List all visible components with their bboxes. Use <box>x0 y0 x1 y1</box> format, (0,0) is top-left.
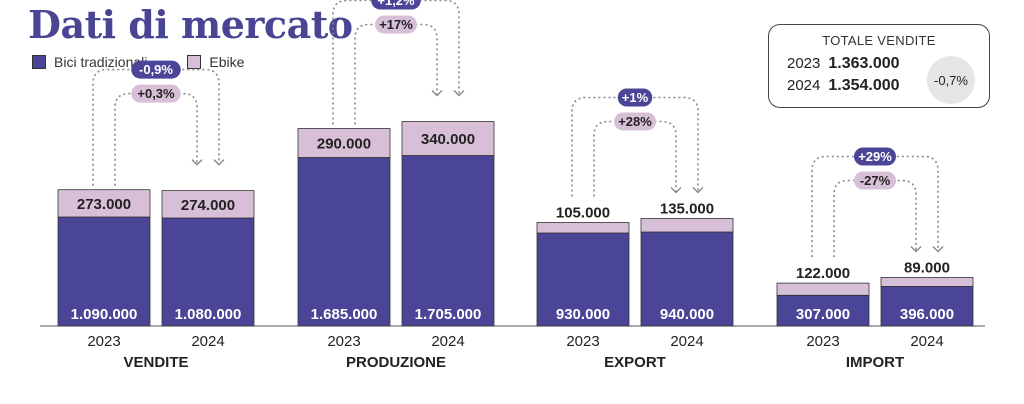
group-label: PRODUZIONE <box>346 354 446 371</box>
bar-ebike <box>57 189 151 218</box>
change-total-text: +1% <box>622 90 649 105</box>
change-arc-ebike <box>354 23 438 125</box>
legend-swatch-traditional <box>32 55 46 69</box>
x-tick-label: 2023 <box>566 333 599 350</box>
group-label: EXPORT <box>604 354 666 371</box>
change-arc-ebike <box>593 120 677 197</box>
bar-ebike <box>161 190 255 219</box>
bar-traditional <box>57 216 151 327</box>
legend-swatch-ebike <box>187 55 202 69</box>
x-tick-label: 2024 <box>191 333 224 350</box>
bar-traditional <box>297 157 391 327</box>
totale-title: TOTALE VENDITE <box>822 33 936 48</box>
bar-value-traditional: 1.685.000 <box>311 306 378 323</box>
bar-value-ebike: 273.000 <box>77 196 131 213</box>
totale-row-2024: 2024 1.354.000 <box>787 77 900 95</box>
bar-value-traditional: 396.000 <box>900 306 954 323</box>
bar-value-ebike: 122.000 <box>796 265 850 282</box>
change-ebike-pill <box>131 84 181 103</box>
bar-value-ebike: 274.000 <box>181 197 235 214</box>
totale-year: 2023 <box>787 55 821 72</box>
bar-traditional <box>776 294 870 327</box>
change-arc-total-arrowhead <box>692 187 704 194</box>
bar-value-ebike: 135.000 <box>660 201 714 218</box>
bar-ebike <box>297 128 391 158</box>
change-total-pill <box>617 88 653 107</box>
totale-row-2023: 2023 1.363.000 <box>787 55 900 73</box>
change-total-text: +29% <box>858 149 892 164</box>
bar-value-ebike: 340.000 <box>421 131 475 148</box>
change-ebike-text: +17% <box>379 17 413 32</box>
change-arc-total-arrowhead <box>453 90 465 97</box>
x-tick-label: 2023 <box>806 333 839 350</box>
legend-label-ebike: Ebike <box>209 54 245 70</box>
bar-ebike <box>536 222 630 234</box>
change-arc-ebike-arrowhead <box>431 90 443 97</box>
totale-value: 1.363.000 <box>828 55 900 72</box>
bar-ebike <box>401 121 495 156</box>
totale-value: 1.354.000 <box>828 77 900 94</box>
change-arc-total-arrowhead <box>932 246 944 253</box>
legend: Bici tradizionali Ebike <box>32 54 284 70</box>
change-ebike-text: +28% <box>618 114 652 129</box>
totale-vendite-box: TOTALE VENDITE 2023 1.363.000 2024 1.354.0… <box>768 24 990 108</box>
change-total-text: +1,2% <box>377 0 415 8</box>
page-title: Dati di mercato <box>28 2 353 47</box>
legend-label-traditional: Bici tradizionali <box>54 54 148 70</box>
group-label: IMPORT <box>846 354 904 371</box>
bar-traditional <box>401 155 495 327</box>
bar-value-traditional: 1.705.000 <box>415 306 482 323</box>
x-tick-label: 2024 <box>431 333 464 350</box>
bar-traditional <box>161 217 255 327</box>
change-ebike-pill <box>854 171 896 190</box>
bar-ebike <box>880 277 974 287</box>
change-arc-ebike-arrowhead <box>910 246 922 253</box>
totale-year: 2024 <box>787 77 821 94</box>
change-arc-ebike-arrowhead <box>191 159 203 166</box>
bar-value-traditional: 940.000 <box>660 306 714 323</box>
change-ebike-pill <box>375 15 417 34</box>
change-total-pill <box>371 0 421 10</box>
change-total-text: -0,9% <box>139 62 173 77</box>
x-tick-label: 2024 <box>910 333 943 350</box>
x-tick-label: 2023 <box>87 333 120 350</box>
x-tick-label: 2023 <box>327 333 360 350</box>
change-arc-total-arrowhead <box>213 159 225 166</box>
change-ebike-pill <box>614 112 656 131</box>
totale-change-badge: -0,7% <box>927 56 975 104</box>
bar-ebike <box>776 282 870 296</box>
bar-value-traditional: 307.000 <box>796 306 850 323</box>
change-arc-total <box>571 96 699 197</box>
bar-value-ebike: 105.000 <box>556 205 610 222</box>
change-arc-ebike <box>833 179 917 258</box>
bar-value-traditional: 1.080.000 <box>175 306 242 323</box>
change-ebike-text: +0,3% <box>137 86 175 101</box>
change-total-pill <box>854 147 896 166</box>
bar-ebike <box>640 218 734 233</box>
change-arc-ebike-arrowhead <box>670 187 682 194</box>
x-tick-label: 2024 <box>670 333 703 350</box>
change-total-pill <box>131 60 181 79</box>
bar-traditional <box>536 232 630 327</box>
bar-value-ebike: 290.000 <box>317 136 371 153</box>
bar-value-traditional: 1.090.000 <box>71 306 138 323</box>
bar-value-traditional: 930.000 <box>556 306 610 323</box>
bar-value-ebike: 89.000 <box>904 260 950 277</box>
change-arc-ebike <box>114 92 198 186</box>
group-label: VENDITE <box>123 354 188 371</box>
change-ebike-text: -27% <box>860 173 891 188</box>
